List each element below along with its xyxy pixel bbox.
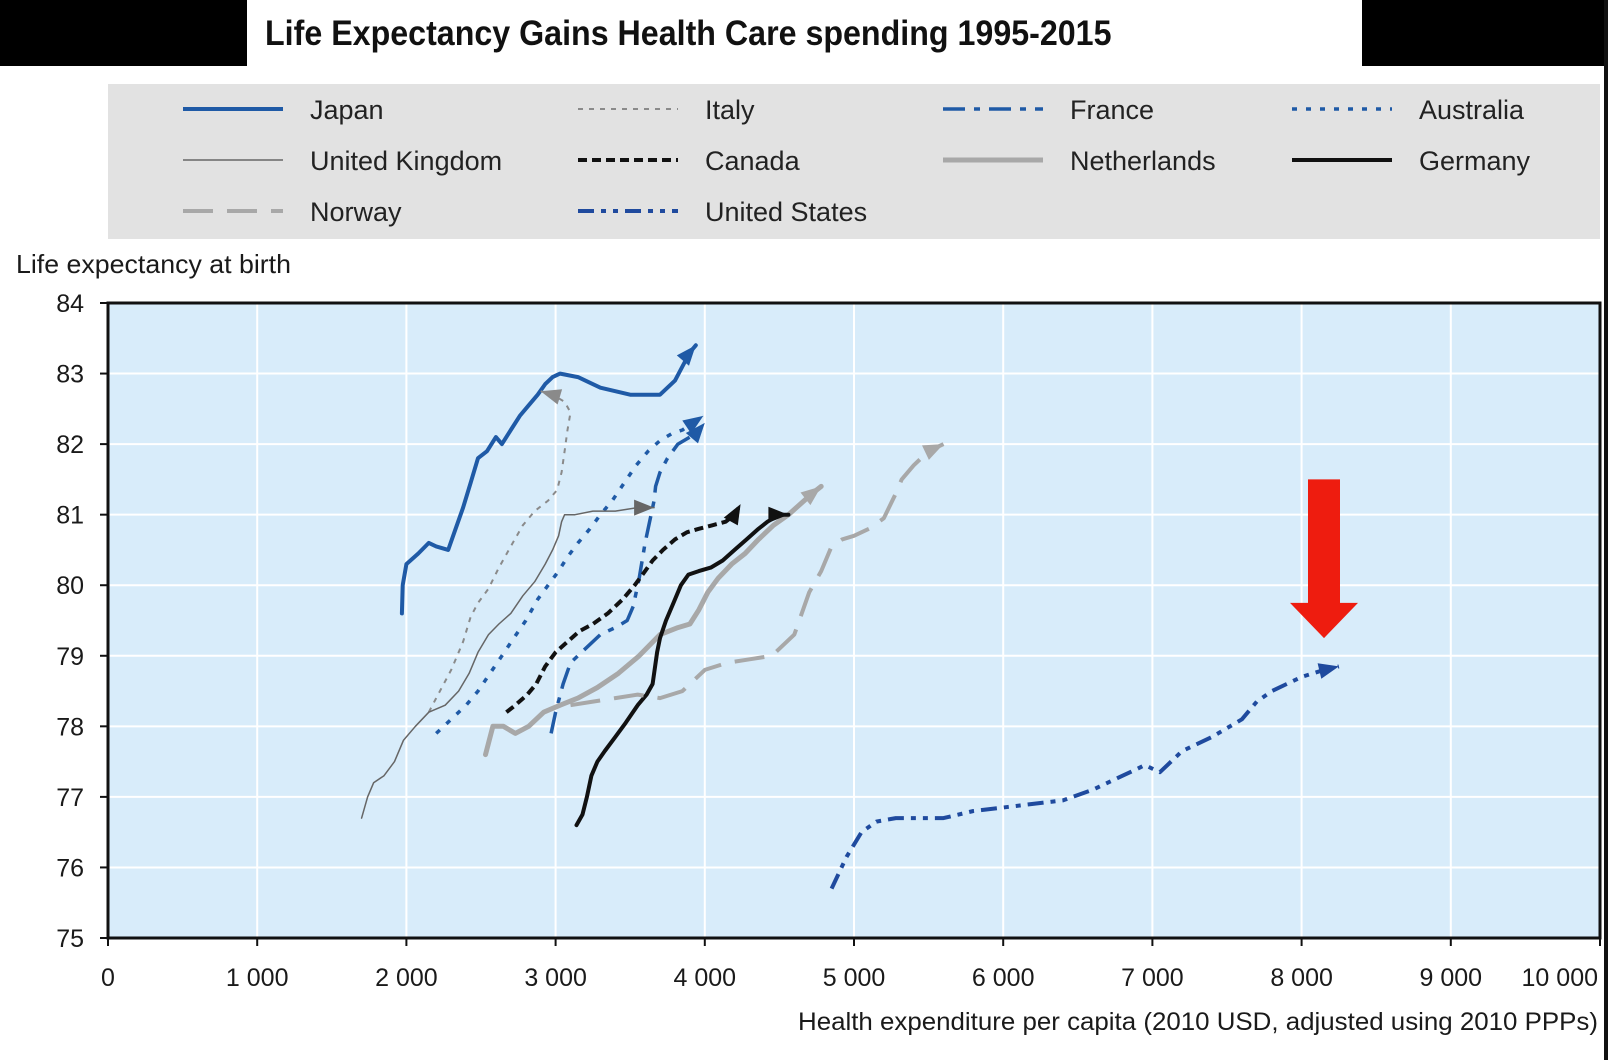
chart-area: Japan Italy France Australia United Kingdom C… <box>16 84 1602 1036</box>
series-line-united-states <box>829 664 1340 890</box>
series-arrowhead-australia <box>682 415 704 434</box>
y-tick-label-77: 77 <box>56 784 84 812</box>
series-arrowhead-france <box>685 422 705 444</box>
x-tick-label-0: 0 <box>101 964 115 992</box>
series-arrowhead-united-kingdom <box>634 499 655 516</box>
series-line-japan <box>399 343 698 616</box>
legend-label-netherlands: Netherlands <box>1070 146 1216 176</box>
title-box: Life Expectancy Gains Health Care spendi… <box>247 0 1362 66</box>
x-tick-label-6000: 6 000 <box>972 964 1035 992</box>
series-line-france <box>549 421 707 734</box>
chart-title: Life Expectancy Gains Health Care spendi… <box>265 14 1112 53</box>
x-tick-label-8000: 8 000 <box>1270 964 1333 992</box>
series-line-canada <box>505 503 743 714</box>
y-tick-label-83: 83 <box>56 361 84 389</box>
legend-label-france: France <box>1070 95 1154 125</box>
annotation <box>1290 479 1358 639</box>
y-tick-label-80: 80 <box>56 572 84 600</box>
series-line-united-kingdom <box>360 506 655 819</box>
y-tick-label-81: 81 <box>56 502 84 530</box>
series-line-germany <box>574 512 791 828</box>
y-tick-label-84: 84 <box>56 290 84 318</box>
x-tick-label-1000: 1 000 <box>226 964 289 992</box>
x-tick-label-7000: 7 000 <box>1121 964 1184 992</box>
right-edge <box>1604 0 1608 1060</box>
red-down-arrow <box>1290 479 1358 639</box>
legend-label-united-states: United States <box>705 197 867 227</box>
y-tick-label-82: 82 <box>56 431 84 459</box>
series-arrowhead-japan <box>676 345 696 366</box>
y-axis-ticks: 75 76 77 78 79 80 81 82 83 84 <box>56 290 108 953</box>
series-lines <box>360 343 1340 890</box>
series-arrowhead-italy <box>540 389 563 405</box>
legend: Japan Italy France Australia United Kingdom C… <box>183 95 1531 227</box>
series-arrowhead-canada <box>723 504 741 526</box>
grid <box>108 303 1600 938</box>
legend-label-australia: Australia <box>1419 95 1525 125</box>
legend-label-japan: Japan <box>310 95 384 125</box>
y-tick-label-76: 76 <box>56 854 84 882</box>
y-tick-label-78: 78 <box>56 713 84 741</box>
x-tick-label-3000: 3 000 <box>524 964 587 992</box>
series-line-netherlands <box>483 483 824 758</box>
series-arrowhead-united-states <box>1317 663 1339 679</box>
x-tick-label-9000: 9 000 <box>1420 964 1483 992</box>
x-tick-label-4000: 4 000 <box>674 964 737 992</box>
series-line-norway <box>570 442 945 708</box>
legend-label-norway: Norway <box>310 197 402 227</box>
series-arrowhead-netherlands <box>800 486 822 506</box>
y-tick-label-79: 79 <box>56 643 84 671</box>
legend-label-united-kingdom: United Kingdom <box>310 146 502 176</box>
x-tick-label-5000: 5 000 <box>823 964 886 992</box>
x-axis-ticks: 0 1 000 2 000 3 000 4 000 5 000 6 000 7 000 8 00… <box>101 938 1601 992</box>
series-arrowhead-germany <box>768 506 789 523</box>
x-axis-label: Health expenditure per capita (2010 USD,… <box>798 1008 1598 1036</box>
y-tick-label-75: 75 <box>56 925 84 953</box>
y-axis-label: Life expectancy at birth <box>16 249 291 279</box>
series-arrowhead-norway <box>922 444 944 460</box>
legend-label-germany: Germany <box>1419 146 1531 176</box>
x-tick-label-10000: 10 000 <box>1522 964 1598 992</box>
legend-label-canada: Canada <box>705 146 801 176</box>
legend-label-italy: Italy <box>705 95 755 125</box>
x-tick-label-2000: 2 000 <box>375 964 438 992</box>
